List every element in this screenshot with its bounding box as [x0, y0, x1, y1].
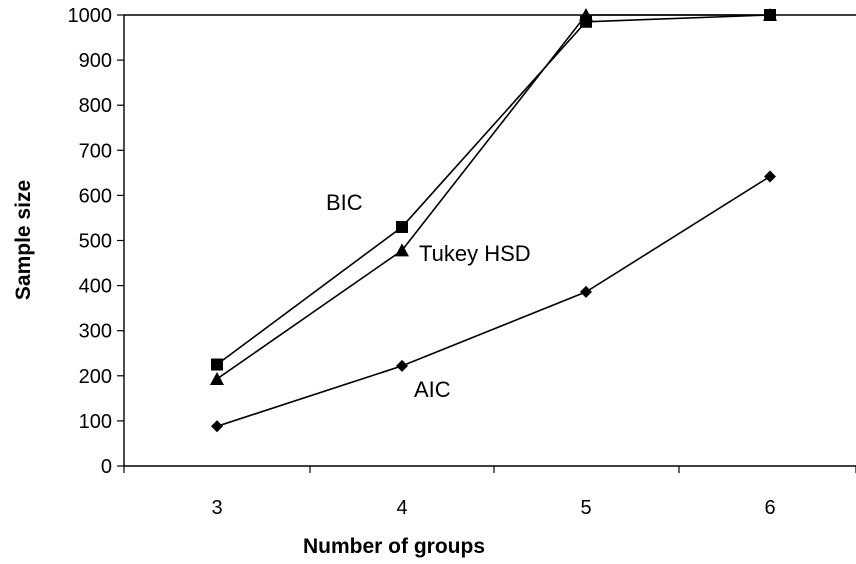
data-point-diamond-marker	[764, 170, 776, 183]
y-tick-label: 400	[79, 276, 112, 298]
y-tick-label: 900	[79, 50, 112, 72]
y-tick-label: 500	[79, 231, 112, 253]
series-line	[216, 175, 771, 428]
x-axis-ticks: 3 4 5 6	[123, 466, 856, 519]
y-tick-label: 600	[79, 185, 112, 207]
series-layer	[210, 8, 777, 433]
series-line	[216, 14, 771, 366]
y-tick-label: 700	[79, 140, 112, 162]
data-point-triangle-marker	[395, 243, 409, 257]
y-tick-label: 200	[79, 366, 112, 388]
data-point-square-marker	[396, 220, 408, 233]
annotation-layer: BIC Tukey HSD AIC	[326, 190, 531, 402]
series-label-bic: BIC	[326, 190, 363, 215]
series-bic	[211, 9, 776, 371]
data-point-triangle-marker	[763, 8, 777, 21]
x-tick-label: 6	[764, 497, 775, 519]
data-point-square-marker	[211, 358, 223, 371]
data-point-square-marker	[580, 15, 592, 28]
data-point-diamond-marker	[211, 420, 223, 433]
data-point-diamond-marker	[396, 359, 408, 372]
y-axis-ticks: 0 100 200 300 400 500 600 700 800 900 1000	[68, 5, 124, 478]
y-tick-label: 800	[79, 95, 112, 117]
data-point-triangle-marker	[210, 371, 224, 385]
y-tick-label: 0	[101, 456, 112, 478]
y-axis-title: Sample size	[12, 180, 35, 300]
y-tick-label: 100	[79, 411, 112, 433]
series-label-tukey-hsd: Tukey HSD	[419, 241, 531, 266]
x-tick-label: 4	[396, 497, 407, 519]
x-axis-title: Number of groups	[303, 535, 485, 558]
data-point-triangle-marker	[579, 8, 593, 21]
x-tick-label: 5	[580, 497, 591, 519]
x-tick-label: 3	[211, 497, 222, 519]
series-aic	[211, 170, 776, 433]
series-line	[216, 14, 770, 380]
series-label-aic: AIC	[414, 377, 451, 402]
series-tukey-hsd	[210, 8, 777, 385]
y-tick-label: 300	[79, 321, 112, 343]
y-tick-label: 1000	[68, 5, 113, 27]
data-point-diamond-marker	[580, 285, 592, 298]
